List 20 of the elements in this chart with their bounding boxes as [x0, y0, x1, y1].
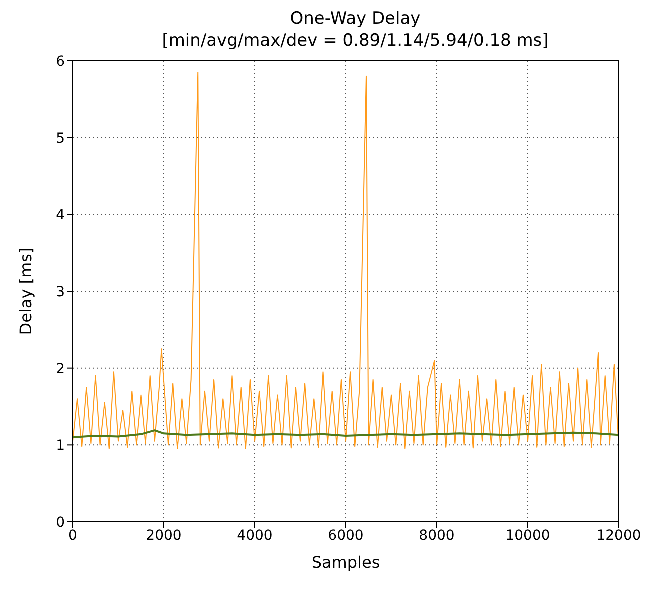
y-tick-label: 6 [56, 54, 66, 70]
y-tick-label: 4 [56, 208, 66, 224]
x-tick-label: 6000 [328, 528, 364, 544]
x-tick-label: 10000 [506, 528, 550, 544]
x-tick-label: 4000 [237, 528, 273, 544]
y-tick-label: 3 [56, 284, 65, 300]
x-tick-label: 8000 [419, 528, 455, 544]
x-tick-label: 0 [68, 528, 78, 544]
y-tick-label: 1 [56, 438, 65, 454]
chart-subtitle: [min/avg/max/dev = 0.89/1.14/5.94/0.18 ms] [161, 30, 550, 52]
chart-title: One-Way Delay [289, 8, 422, 30]
x-tick-label: 2000 [146, 528, 182, 544]
y-tick-label: 0 [56, 514, 65, 531]
x-tick-label: 12000 [596, 528, 642, 544]
line-series [73, 72, 619, 450]
y-axis-title: Delay [ms] [16, 248, 36, 336]
x-axis-title: Samples [312, 553, 380, 572]
line-series [73, 430, 619, 438]
y-tick-label: 2 [56, 361, 65, 378]
y-tick-label: 5 [56, 130, 65, 147]
